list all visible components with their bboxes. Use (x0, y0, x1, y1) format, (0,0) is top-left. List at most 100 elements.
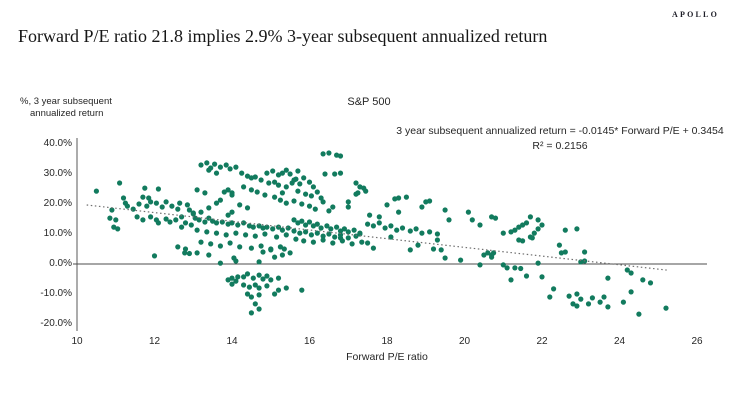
data-point (523, 273, 530, 279)
data-point (291, 228, 297, 234)
data-point (370, 223, 376, 229)
x-tick-label: 20 (458, 336, 471, 347)
data-point (248, 187, 254, 193)
data-point (136, 201, 142, 207)
data-point (295, 220, 301, 226)
data-point (173, 217, 179, 223)
data-point (184, 202, 190, 208)
data-point (330, 204, 336, 210)
data-point (297, 181, 303, 187)
data-point (256, 292, 262, 298)
data-point (254, 189, 260, 195)
data-point (272, 291, 278, 297)
data-point (227, 240, 233, 246)
data-point (258, 177, 264, 183)
data-point (283, 285, 289, 291)
data-point (268, 247, 274, 253)
data-point (175, 244, 181, 250)
data-point (109, 207, 115, 213)
data-point (419, 204, 425, 210)
data-point (341, 226, 347, 232)
data-point (337, 170, 344, 176)
y-tick-label: 0.0% (49, 258, 72, 269)
data-point (442, 255, 448, 261)
data-point (272, 194, 278, 200)
data-point (134, 214, 140, 220)
data-point (198, 162, 204, 168)
data-point (248, 245, 254, 251)
chart-title: S&P 500 (347, 96, 391, 108)
data-point (376, 214, 382, 220)
data-point (504, 265, 510, 271)
data-point (169, 203, 175, 209)
data-point (217, 260, 223, 266)
data-point (243, 232, 249, 238)
data-point (277, 244, 283, 250)
data-point (204, 160, 210, 166)
data-point (107, 215, 113, 221)
data-point (303, 229, 309, 235)
data-point (142, 185, 148, 191)
data-point (177, 200, 183, 206)
data-point (212, 161, 218, 167)
data-point (202, 190, 208, 196)
data-point (283, 184, 289, 190)
data-point (407, 247, 413, 253)
data-point (508, 229, 514, 235)
data-point (239, 170, 245, 176)
data-point (520, 222, 526, 228)
data-point (500, 262, 506, 268)
data-point (270, 168, 276, 174)
data-point (547, 294, 553, 300)
data-point (237, 202, 243, 208)
data-point (320, 233, 326, 239)
data-point (647, 280, 654, 286)
data-point (477, 262, 483, 268)
data-point (140, 194, 146, 200)
data-point (256, 306, 262, 312)
x-axis-title: Forward P/E ratio (346, 351, 428, 363)
data-point (508, 277, 514, 283)
data-point (198, 239, 204, 245)
data-point (415, 242, 421, 248)
data-point (624, 267, 630, 273)
data-point (601, 294, 607, 300)
data-point (194, 250, 200, 256)
data-point (535, 226, 541, 232)
data-point (206, 205, 212, 211)
data-point (291, 177, 297, 183)
data-point (562, 227, 568, 233)
data-point (489, 214, 495, 220)
data-point (345, 204, 351, 210)
data-point (256, 259, 262, 265)
data-point (258, 243, 264, 249)
data-point (244, 271, 251, 277)
data-point (283, 167, 289, 173)
data-point (308, 193, 314, 199)
data-point (365, 240, 371, 246)
data-point (430, 246, 437, 252)
data-point (229, 281, 235, 287)
data-point (345, 235, 351, 241)
data-point (512, 227, 518, 233)
data-point (556, 242, 563, 248)
data-point (241, 274, 247, 280)
data-point (308, 232, 314, 238)
data-point (260, 225, 266, 231)
data-point (144, 203, 150, 209)
data-point (117, 180, 123, 186)
y-tick-label: 40.0% (43, 138, 72, 149)
data-point (182, 250, 188, 256)
data-point (442, 207, 448, 213)
data-point (403, 194, 409, 200)
data-point (274, 234, 280, 240)
data-point (213, 200, 220, 206)
data-point (264, 273, 270, 279)
data-point (182, 220, 189, 226)
data-point (246, 284, 252, 290)
data-point (570, 301, 576, 307)
data-point (394, 227, 400, 233)
data-point (130, 206, 136, 212)
data-point (264, 224, 270, 230)
data-point (287, 250, 293, 256)
